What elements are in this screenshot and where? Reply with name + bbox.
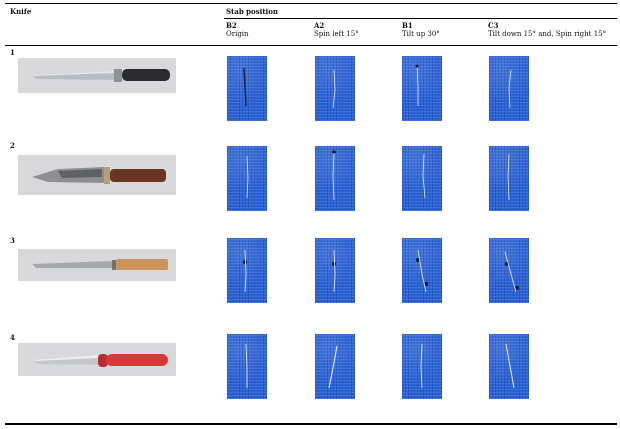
column-label: Spin left 15°: [314, 30, 359, 38]
knife-2-photo: [18, 155, 176, 195]
stab-image-knife1-c3: [489, 56, 529, 121]
stab-image-knife2-b2: [227, 146, 267, 211]
column-label: Tilt down 15° and, Spin right 15°: [488, 30, 607, 38]
column-label: Origin: [226, 30, 249, 38]
column-header-a2: A2 Spin left 15°: [314, 21, 359, 39]
stab-image-knife2-a2: [315, 146, 355, 211]
row-number: 1: [10, 48, 15, 57]
table-bottom-rule: [5, 423, 617, 425]
knife-3-photo: [18, 249, 176, 281]
stab-image-knife2-c3: [489, 146, 529, 211]
stab-image-knife4-b2: [227, 334, 267, 399]
column-header-b1: B1 Tilt up 30°: [402, 21, 440, 39]
row-number: 2: [10, 141, 15, 150]
table-top-rule: [5, 3, 617, 4]
row-number: 4: [10, 333, 15, 342]
knife-4-photo: [18, 343, 176, 376]
stab-image-knife1-b1: [402, 56, 442, 121]
row-number: 3: [10, 236, 15, 245]
column-code: B1: [402, 21, 413, 30]
column-header-c3: C3 Tilt down 15° and, Spin right 15°: [488, 21, 606, 39]
stab-image-knife3-b2: [227, 238, 267, 303]
stab-image-knife2-b1: [402, 146, 442, 211]
column-header-b2: B2 Origin: [226, 21, 249, 39]
column-code: A2: [314, 21, 325, 30]
header-rule: [5, 45, 617, 46]
stab-image-knife3-c3: [489, 238, 529, 303]
stab-image-knife3-a2: [315, 238, 355, 303]
stab-image-knife1-b2: [227, 56, 267, 121]
knife-column-header: Knife: [10, 7, 32, 16]
stab-image-knife4-c3: [489, 334, 529, 399]
column-label: Tilt up 30°: [402, 30, 440, 38]
stab-image-knife1-a2: [315, 56, 355, 121]
column-code: C3: [488, 21, 499, 30]
stab-image-knife3-b1: [402, 238, 442, 303]
knife-1-photo: [18, 58, 176, 93]
stab-image-knife4-b1: [402, 334, 442, 399]
stab-position-rule: [224, 18, 617, 19]
stab-position-header: Stab position: [226, 7, 278, 16]
stab-image-knife4-a2: [315, 334, 355, 399]
column-code: B2: [226, 21, 237, 30]
